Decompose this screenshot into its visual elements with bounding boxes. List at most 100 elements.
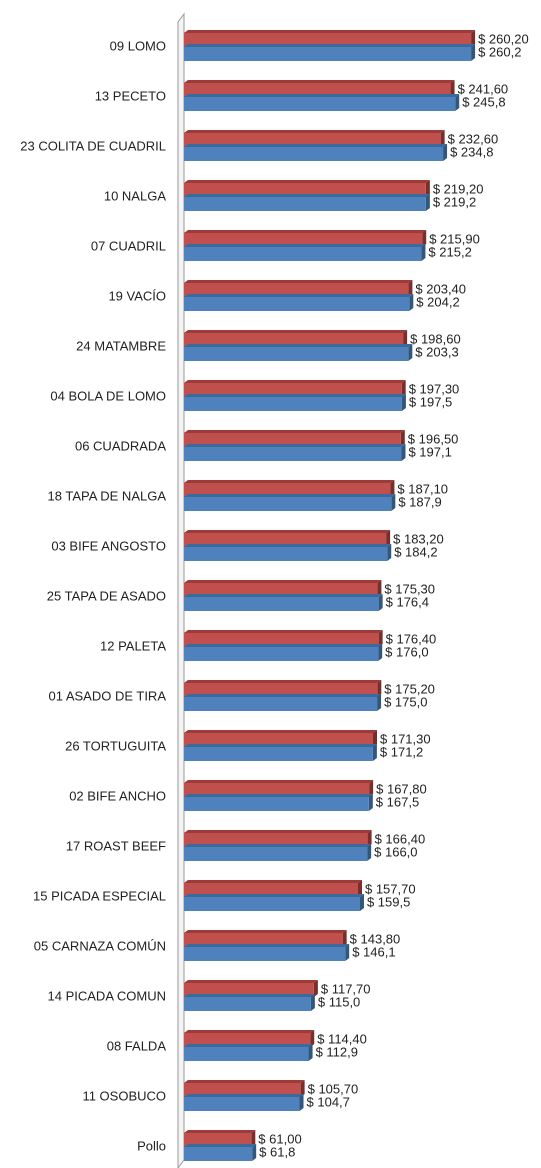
value-label: $ 176,4 (386, 594, 429, 609)
bar (184, 233, 423, 247)
bar-top (184, 444, 406, 447)
value-label: $ 167,80 (376, 781, 427, 796)
bar (184, 383, 402, 397)
bar-top (184, 194, 430, 197)
bar (184, 347, 409, 361)
bar-top (184, 1094, 304, 1097)
bar-top (184, 30, 476, 33)
value-label: $ 171,2 (380, 744, 423, 759)
bar-side (390, 480, 395, 497)
category-label: 10 NALGA (104, 188, 166, 203)
bar (184, 633, 379, 647)
bar-top (184, 744, 377, 747)
bar-top (184, 594, 383, 597)
bar-side (400, 430, 405, 447)
bar (184, 1147, 253, 1161)
bar-top (184, 794, 373, 797)
bar-side (359, 894, 364, 911)
category-label: Pollo (137, 1138, 166, 1153)
bar-side (377, 680, 382, 697)
value-label: $ 166,0 (374, 844, 417, 859)
bar-top (184, 130, 445, 133)
bar-side (368, 794, 373, 811)
bar-top (184, 1130, 256, 1133)
bar (184, 983, 314, 997)
bar-top (184, 944, 350, 947)
bar-side (421, 244, 426, 261)
bar-side (425, 194, 430, 211)
bar (184, 247, 422, 261)
category-label: 13 PECETO (95, 88, 166, 103)
bar-top (184, 994, 315, 997)
bar (184, 797, 369, 811)
value-label: $ 166,40 (375, 831, 426, 846)
bar-side (471, 44, 476, 61)
bar-side (300, 1080, 305, 1097)
category-label: 01 ASADO DE TIRA (48, 688, 166, 703)
bar-side (425, 180, 430, 197)
bar (184, 47, 472, 61)
bar (184, 297, 410, 311)
bar-side (313, 980, 318, 997)
bar (184, 933, 343, 947)
bar-side (308, 1044, 313, 1061)
bar (184, 447, 402, 461)
bar (184, 283, 409, 297)
bar (184, 897, 360, 911)
bar-top (184, 730, 378, 733)
value-label: $ 198,60 (410, 331, 461, 346)
bar (184, 83, 451, 97)
value-label: $ 176,40 (386, 631, 437, 646)
bar-side (440, 130, 445, 147)
value-label: $ 175,30 (384, 581, 435, 596)
bar-top (184, 844, 372, 847)
bar-side (386, 530, 391, 547)
category-label: 09 LOMO (110, 38, 166, 53)
bar (184, 647, 379, 661)
bar-side (345, 944, 350, 961)
bar (184, 533, 387, 547)
bar-side (342, 930, 347, 947)
bar (184, 747, 373, 761)
value-label: $ 187,10 (397, 481, 448, 496)
bar-top (184, 680, 382, 683)
category-label: 26 TORTUGUITA (65, 738, 166, 753)
bar (184, 597, 379, 611)
bar (184, 833, 368, 847)
bar-top (184, 80, 455, 83)
value-label: $ 61,00 (258, 1131, 301, 1146)
value-label: $ 196,50 (408, 431, 459, 446)
bar-top (184, 430, 405, 433)
bar (184, 33, 472, 47)
bar (184, 547, 388, 561)
value-label: $ 112,9 (316, 1044, 358, 1059)
bar-side (377, 580, 382, 597)
bar-top (184, 1144, 257, 1147)
bar-top (184, 980, 318, 983)
bar (184, 333, 404, 347)
bar-side (367, 844, 372, 861)
value-label: $ 167,5 (376, 794, 419, 809)
bar-top (184, 44, 476, 47)
bar-side (310, 994, 315, 1011)
bar-top (184, 294, 414, 297)
bar-side (378, 630, 383, 647)
bar-top (184, 880, 362, 883)
bar-side (367, 830, 372, 847)
bar (184, 697, 378, 711)
value-label: $ 61,8 (259, 1144, 295, 1159)
bar-side (409, 294, 414, 311)
value-label: $ 219,2 (433, 194, 476, 209)
value-label: $ 234,8 (450, 144, 493, 159)
category-label: 06 CUADRADA (75, 438, 166, 453)
bar-top (184, 230, 427, 233)
bar-side (373, 730, 378, 747)
bar-side (422, 230, 427, 247)
bar-top (184, 180, 430, 183)
bar-top (184, 244, 426, 247)
value-label: $ 232,60 (448, 131, 499, 146)
category-label: 19 VACÍO (108, 288, 166, 303)
bar-top (184, 694, 382, 697)
bar (184, 1083, 301, 1097)
